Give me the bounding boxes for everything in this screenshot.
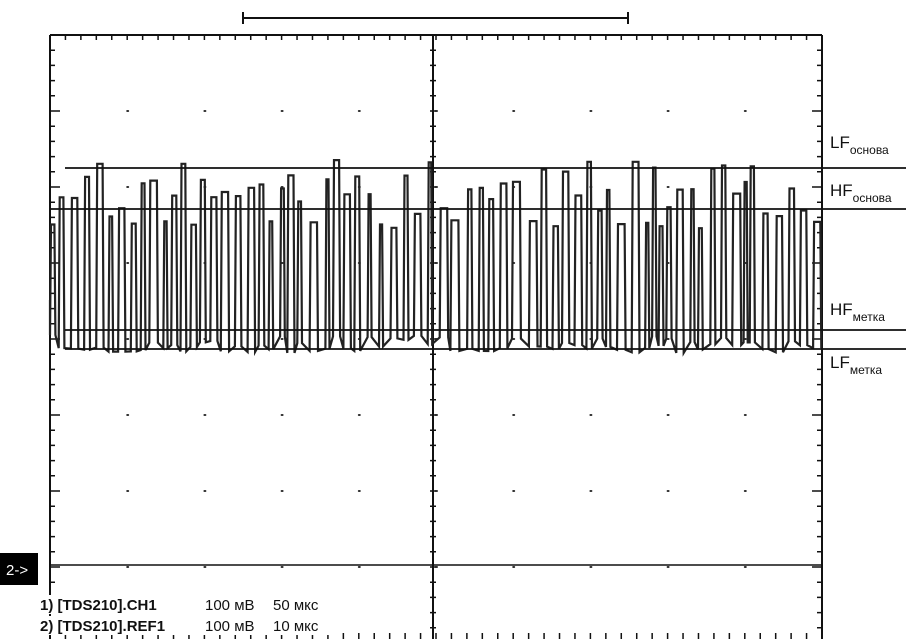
channel-bg: [44, 595, 332, 614]
channel-source: 2) [TDS210].REF1: [40, 618, 165, 635]
grid: [49, 34, 823, 639]
marker-box: [0, 553, 38, 585]
channel-volts: 100 мВ: [205, 597, 255, 614]
channel-time: 10 мкс: [273, 618, 319, 635]
channel-source: 1) [TDS210].CH1: [40, 597, 157, 614]
level-main: LF: [830, 133, 850, 152]
level-label: LFоснова: [830, 133, 889, 157]
level-sub: метка: [850, 363, 883, 377]
level-main: HF: [830, 300, 853, 319]
marker-label: 2->: [6, 562, 28, 579]
channel-bg: [44, 616, 332, 635]
ticks: [49, 34, 822, 639]
channel-info: 1) [TDS210].CH1 100 мВ 50 мкс 2) [TDS210].R…: [40, 595, 332, 635]
level-sub: метка: [853, 310, 886, 324]
grid-dots: [126, 110, 747, 568]
waveform: [48, 159, 823, 357]
level-label: HFоснова: [830, 181, 892, 205]
level-main: LF: [830, 353, 850, 372]
time-bracket: [242, 12, 629, 24]
channel-volts: 100 мВ: [205, 618, 255, 635]
level-main: HF: [830, 181, 853, 200]
level-sub: основа: [850, 143, 889, 157]
level-label: HFметка: [830, 300, 885, 324]
level-sub: основа: [853, 191, 892, 205]
signal: [48, 159, 823, 357]
level-label: LFметка: [830, 353, 882, 377]
channel-time: 50 мкс: [273, 597, 319, 614]
